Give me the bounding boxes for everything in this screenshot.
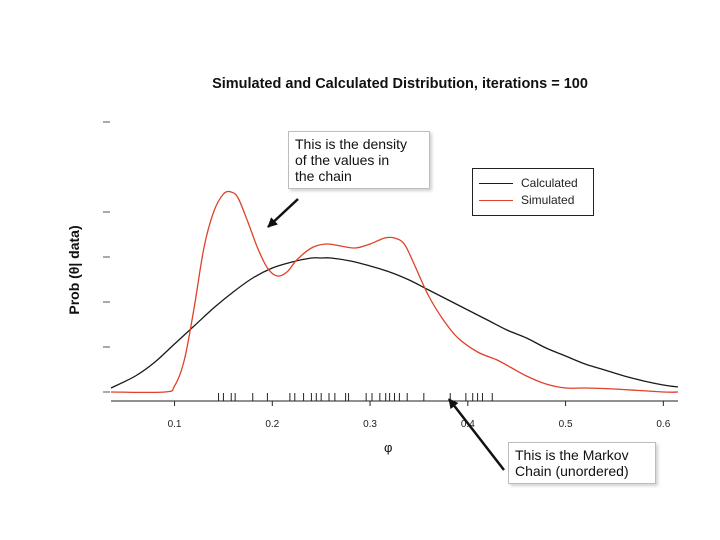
legend-item-simulated: Simulated: [479, 193, 574, 207]
markov-callout-line: Chain (unordered): [515, 463, 629, 479]
markov-callout-line: This is the Markov: [515, 447, 629, 463]
legend-swatch-calculated: [479, 182, 513, 184]
x-tick-label: 0.6: [656, 419, 670, 430]
density-callout-line: This is the density: [295, 136, 408, 152]
density-pointer-arrow: [267, 198, 299, 228]
x-tick-label: 0.1: [168, 419, 182, 430]
series-line-calculated: [110, 257, 679, 389]
x-tick-label: 0.5: [559, 419, 573, 430]
x-tick-label: 0.3: [363, 419, 377, 430]
chart-title: Simulated and Calculated Distribution, i…: [212, 76, 588, 92]
markov-pointer-arrow: [448, 398, 505, 471]
series-line-simulated: [110, 190, 679, 394]
density-callout: This is the density of the values in the…: [288, 131, 430, 189]
legend-swatch-simulated: [479, 199, 513, 201]
x-axis-label: φ: [384, 440, 393, 455]
chart-legend: Calculated Simulated: [472, 168, 594, 216]
markov-callout: This is the Markov Chain (unordered): [508, 442, 656, 484]
legend-label-simulated: Simulated: [521, 193, 575, 207]
y-axis-label: Prob (θ| data): [66, 225, 82, 315]
density-callout-line: of the values in: [295, 152, 390, 168]
density-callout-line: the chain: [295, 168, 352, 184]
legend-item-calculated: Calculated: [479, 176, 578, 190]
legend-label-calculated: Calculated: [521, 176, 578, 190]
x-tick-label: 0.2: [265, 419, 279, 430]
